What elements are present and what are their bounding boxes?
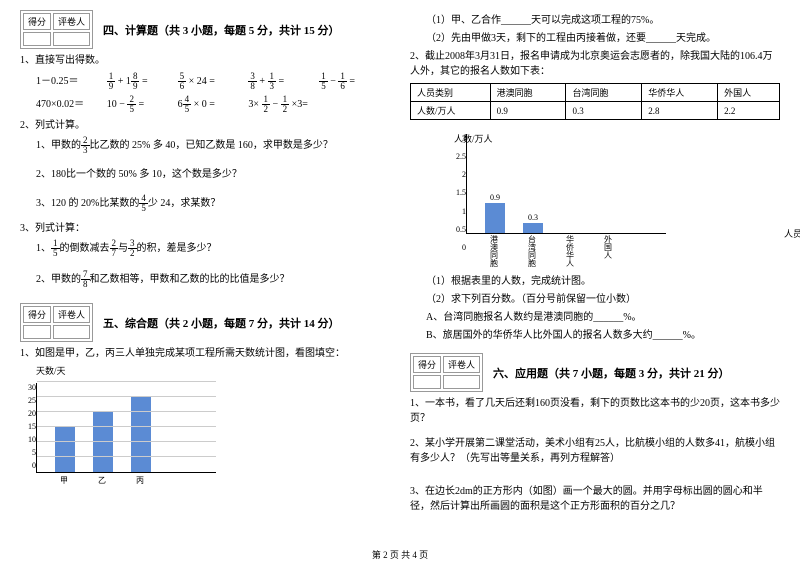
r-q1-1: （1）甲、乙合作______天可以完成这项工程的75%。: [410, 13, 780, 28]
section-4-title: 四、计算题（共 3 小题，每题 5 分，共计 15 分）: [103, 22, 340, 38]
chart-1: 051015202530 甲乙丙: [36, 383, 216, 486]
r-q2s-0: （1）根据表里的人数，完成统计图。: [410, 274, 780, 289]
s6-3: 3、在边长2dm的正方形内（如图）画一个最大的圆。并用字母标出圆的圆心和半径，然…: [410, 484, 780, 514]
calc-row-2: 470×0.02＝ 10 − 25 = 645 × 0 = 3× 12 − 12…: [36, 95, 390, 114]
r-q1-2: （2）先由甲做3天，剩下的工程由丙接着做，还要______天完成。: [410, 31, 780, 46]
data-table: 人员类别港澳同胞台湾同胞华侨华人外国人 人数/万人0.90.32.82.2: [410, 83, 780, 120]
score-box-5: 得分评卷人: [20, 303, 93, 342]
r-q2-intro: 2、截止2008年3月31日，报名申请成为北京奥运会志愿者的，除我国大陆的106…: [410, 49, 780, 79]
s6-1: 1、一本书，看了几天后还剩160页没看，剩下的页数比这本书的少20页，这本书多少…: [410, 396, 780, 426]
section-6-title: 六、应用题（共 7 小题，每题 3 分，共计 21 分）: [493, 365, 730, 381]
r-q2s-3: B、旅居国外的华侨华人比外国人的报名人数多大约______%。: [410, 328, 780, 343]
s6-2: 2、某小学开展第二课堂活动，美术小组有25人，比航模小组的人数多41，航模小组有…: [410, 436, 780, 466]
q2-intro: 2、列式计算。: [20, 118, 390, 133]
chart1-ylabel: 天数/天: [20, 364, 390, 377]
q3-1: 1、15的倒数减去27与32的积，差是多少？: [20, 239, 390, 258]
calc-row-1: 1－0.25＝ 19 + 189 = 56 × 24 = 38 + 13 = 1…: [36, 72, 390, 91]
r-q2s-1: （2）求下列百分数。（百分号前保留一位小数）: [410, 292, 780, 307]
r-q2s-2: A、台湾同胞报名人数约是港澳同胞的______%。: [410, 310, 780, 325]
q2-3: 3、120 的 20%比某数的45少 24，求某数？: [20, 194, 390, 213]
q1-intro: 1、直接写出得数。: [20, 53, 390, 68]
chart-2: 00.511.522.53 0.90.3 港澳同胞台湾同胞华侨华人外国人: [466, 134, 666, 268]
score-box: 得分评卷人: [20, 10, 93, 49]
q2-2: 2、180比一个数的 50% 多 10，这个数是多少？: [20, 167, 390, 182]
chart2-xlabel: 人员类别: [784, 227, 800, 240]
q2-1: 1、甲数的23比乙数的 25% 多 40，已知乙数是 160，求甲数是多少？: [20, 136, 390, 155]
q3-intro: 3、列式计算：: [20, 221, 390, 236]
score-box-6: 得分评卷人: [410, 353, 483, 392]
page-footer: 第 2 页 共 4 页: [0, 548, 800, 561]
q3-2: 2、甲数的78和乙数相等，甲数和乙数的比的比值是多少？: [20, 270, 390, 289]
section-5-title: 五、综合题（共 2 小题，每题 7 分，共计 14 分）: [103, 315, 340, 331]
s5-q1: 1、如图是甲，乙，丙三人单独完成某项工程所需天数统计图，看图填空：: [20, 346, 390, 361]
